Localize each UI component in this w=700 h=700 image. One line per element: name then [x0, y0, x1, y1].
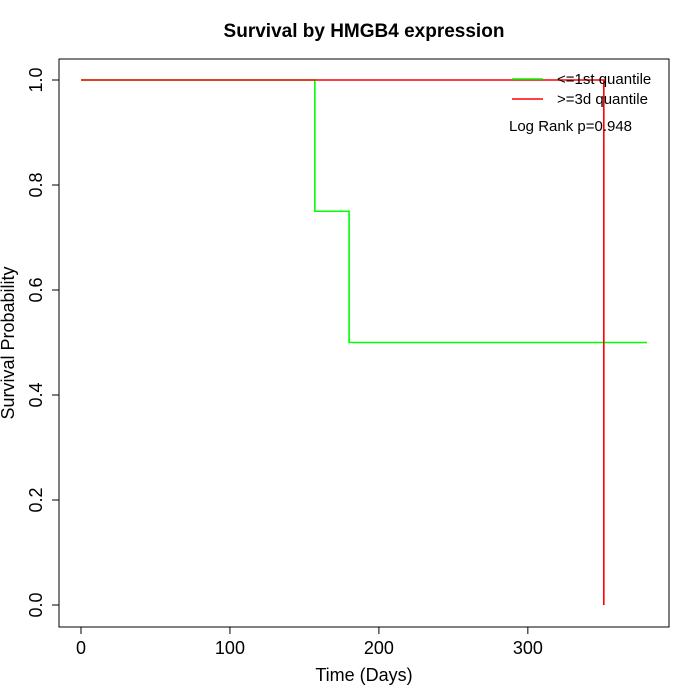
chart-title: Survival by HMGB4 expression	[224, 21, 505, 42]
legend: <=1st quantile >=3d quantile	[512, 71, 651, 108]
y-tick-label: 1.0	[26, 67, 46, 92]
series-line-1	[81, 79, 605, 605]
y-tick-label: 0.6	[26, 277, 46, 302]
log-rank-annotation: Log Rank p=0.948	[509, 118, 632, 135]
y-tick-label: 0.0	[26, 592, 46, 617]
x-tick-label: 0	[76, 638, 86, 658]
y-tick-label: 0.8	[26, 172, 46, 197]
y-axis-label: Survival Probability	[0, 266, 18, 419]
y-tick-label: 0.2	[26, 487, 46, 512]
legend-label-1: >=3d quantile	[557, 91, 648, 108]
series-layer	[81, 79, 647, 605]
x-axis-label: Time (Days)	[315, 665, 412, 685]
x-tick-label: 300	[513, 638, 543, 658]
y-axis: 0.0 0.2 0.4 0.6 0.8 1.0	[26, 67, 60, 618]
legend-label-0: <=1st quantile	[557, 71, 651, 88]
x-tick-label: 100	[215, 638, 245, 658]
x-axis: 0 100 200 300	[76, 626, 543, 658]
y-tick-label: 0.4	[26, 382, 46, 407]
x-tick-label: 200	[364, 638, 394, 658]
